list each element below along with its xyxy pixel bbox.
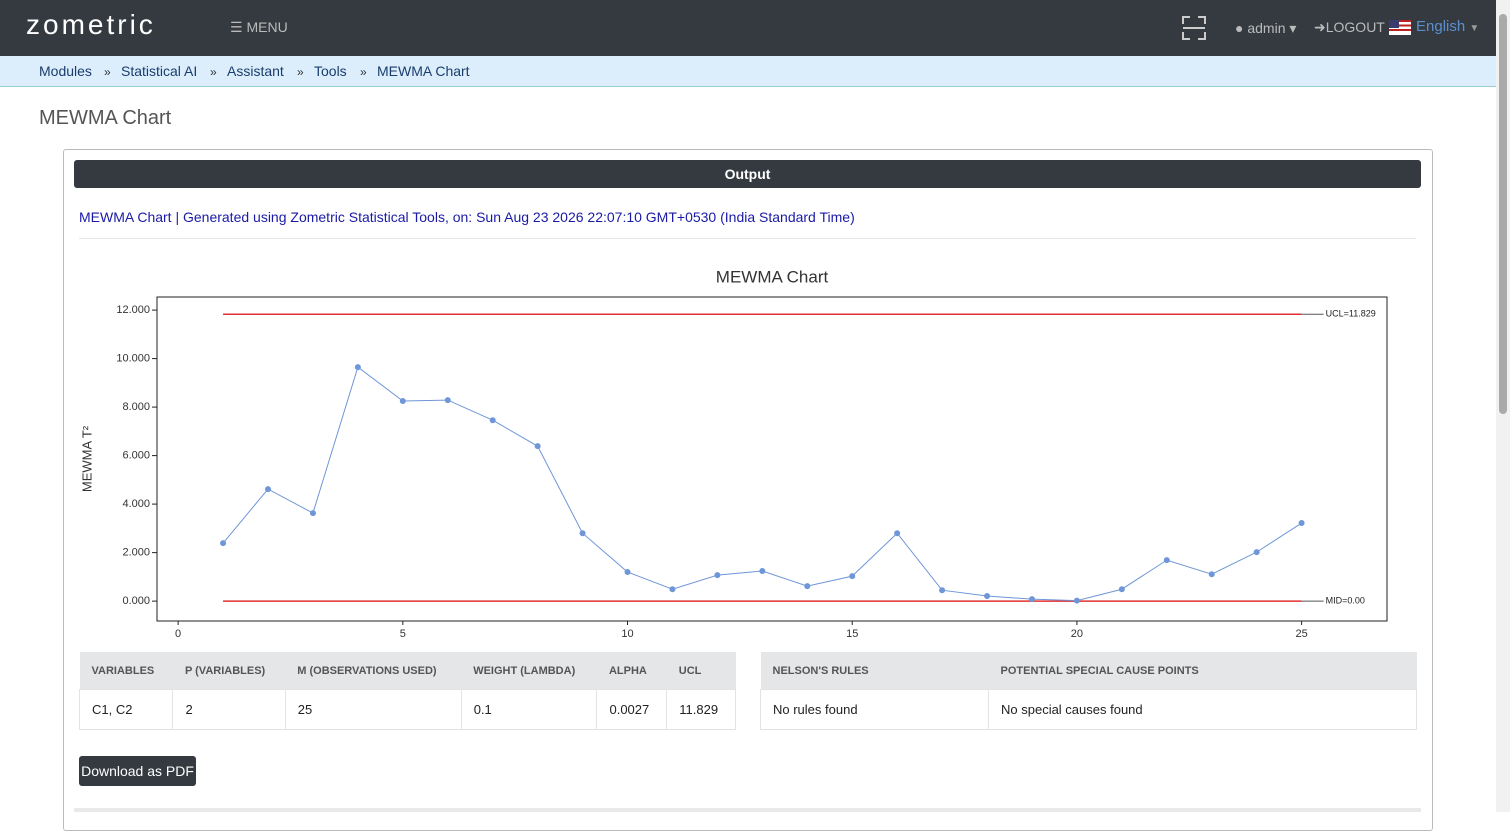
- td: 0.0027: [596, 689, 668, 730]
- crumb[interactable]: Tools: [314, 63, 347, 79]
- navbar: zometric ☰ MENU ● admin ▾ ➜LOGOUT Englis…: [0, 0, 1510, 56]
- x-tick-label: 0: [175, 628, 181, 640]
- summary-table: VARIABLES P (VARIABLES) M (OBSERVATIONS US…: [78, 652, 736, 730]
- y-tick-label: 2.000: [122, 547, 150, 559]
- x-tick-label: 20: [1071, 628, 1083, 640]
- language[interactable]: English ▼: [1416, 18, 1480, 35]
- crumb[interactable]: Modules: [39, 63, 92, 79]
- data-point: [669, 586, 676, 593]
- data-point: [1253, 549, 1260, 556]
- flag-icon: [1389, 20, 1411, 35]
- th: P (VARIABLES): [172, 652, 286, 690]
- y-tick-label: 8.000: [122, 401, 150, 413]
- user-name: admin: [1247, 20, 1286, 36]
- th: VARIABLES: [79, 652, 173, 690]
- menu-button[interactable]: ☰ MENU: [230, 19, 288, 35]
- crumb: MEWMA Chart: [377, 63, 470, 79]
- logout[interactable]: ➜LOGOUT: [1314, 19, 1385, 35]
- generated-text: MEWMA Chart | Generated using Zometric S…: [79, 209, 855, 225]
- x-tick-label: 25: [1295, 628, 1307, 640]
- data-point: [444, 397, 451, 404]
- td: 2: [172, 689, 286, 730]
- y-tick-label: 10.000: [116, 353, 150, 365]
- y-axis-label: MEWMA T²: [79, 425, 94, 492]
- data-point: [714, 572, 721, 579]
- td: 0.1: [460, 689, 598, 730]
- scan-icon[interactable]: [1182, 16, 1206, 40]
- control-line-label: UCL=11.829: [1326, 309, 1376, 319]
- data-point: [399, 398, 406, 405]
- data-point: [489, 417, 496, 424]
- logout-label: LOGOUT: [1325, 19, 1385, 35]
- th: ALPHA: [596, 652, 667, 690]
- data-point: [759, 568, 766, 575]
- y-tick-label: 4.000: [122, 498, 150, 510]
- data-point: [1298, 520, 1305, 527]
- th: WEIGHT (LAMBDA): [461, 652, 597, 690]
- user-menu[interactable]: ● admin ▾: [1235, 20, 1297, 36]
- td: No rules found: [760, 689, 989, 730]
- th: UCL: [666, 652, 736, 690]
- data-point: [1073, 597, 1080, 604]
- page-title: MEWMA Chart: [39, 107, 172, 129]
- td: 11.829: [666, 689, 736, 730]
- data-point: [624, 569, 631, 576]
- data-point: [265, 486, 272, 493]
- series-line: [222, 366, 1302, 602]
- breadcrumb: Modules» Statistical AI» Assistant» Tool…: [0, 56, 1496, 87]
- scrollbar[interactable]: [1496, 0, 1510, 812]
- td: 25: [284, 689, 462, 730]
- data-point: [309, 510, 316, 517]
- control-line-label: MID=0.00: [1326, 595, 1365, 605]
- data-point: [1028, 596, 1035, 603]
- td: No special causes found: [988, 689, 1417, 730]
- x-tick-label: 10: [621, 628, 633, 640]
- data-point: [579, 530, 586, 537]
- chart: MEWMA Chart MEWMA T² 0.000 2.000 4.000 6.00…: [79, 267, 1388, 640]
- x-tick-label: 5: [400, 628, 406, 640]
- chart-title: MEWMA Chart: [716, 267, 829, 286]
- crumb[interactable]: Assistant: [227, 63, 284, 79]
- td: C1, C2: [78, 689, 174, 730]
- data-point: [804, 583, 811, 590]
- th: M (OBSERVATIONS USED): [285, 652, 462, 690]
- th: POTENTIAL SPECIAL CAUSE POINTS: [988, 652, 1417, 690]
- th: NELSON'S RULES: [760, 652, 989, 690]
- menu-label: MENU: [246, 19, 288, 35]
- data-point: [220, 540, 227, 547]
- y-tick-label: 6.000: [122, 450, 150, 462]
- data-point: [984, 593, 991, 600]
- data-point: [894, 530, 901, 537]
- x-tick-label: 15: [846, 628, 858, 640]
- logo[interactable]: zometric: [26, 9, 156, 40]
- data-point: [1208, 571, 1215, 578]
- next-section: [74, 808, 1421, 812]
- output-header: Output: [74, 160, 1421, 188]
- language-label: English: [1416, 18, 1466, 35]
- data-point: [849, 573, 856, 580]
- data-point: [1163, 557, 1170, 564]
- divider: [79, 238, 1416, 239]
- download-button[interactable]: Download as PDF: [79, 756, 196, 786]
- y-tick-label: 0.000: [122, 595, 150, 607]
- rules-table: NELSON'S RULES POTENTIAL SPECIAL CAUSE PO…: [760, 652, 1417, 730]
- y-tick-label: 12.000: [116, 304, 150, 316]
- data-point: [354, 364, 361, 371]
- plot-frame: [156, 296, 1388, 622]
- data-point: [534, 443, 541, 450]
- data-point: [1118, 586, 1125, 593]
- crumb[interactable]: Statistical AI: [121, 63, 198, 79]
- data-point: [939, 587, 946, 594]
